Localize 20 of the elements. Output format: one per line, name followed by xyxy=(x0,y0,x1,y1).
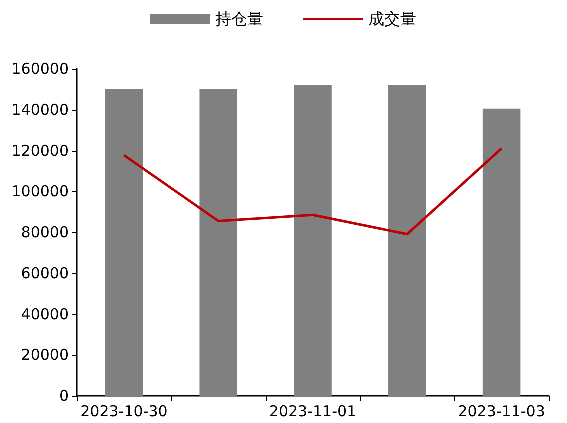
x-tick-label: 2023-11-01 xyxy=(269,402,357,420)
y-tick-label: 100000 xyxy=(12,182,69,201)
y-tick-label: 60000 xyxy=(21,264,69,282)
bar xyxy=(200,89,238,396)
legend-label: 成交量 xyxy=(368,10,416,28)
y-tick-label: 160000 xyxy=(12,60,69,78)
x-tick-label: 2023-10-30 xyxy=(80,402,168,420)
y-tick-label: 80000 xyxy=(21,224,69,242)
bar xyxy=(388,85,426,396)
line-series xyxy=(122,147,504,236)
y-tick-label: 40000 xyxy=(21,305,69,324)
y-tick-label: 140000 xyxy=(12,100,69,119)
legend-label: 持仓量 xyxy=(216,10,264,28)
x-tick-label: 2023-11-03 xyxy=(458,402,546,420)
bar xyxy=(482,108,521,396)
y-tick-label: 0 xyxy=(59,387,69,405)
y-tick-label: 20000 xyxy=(21,346,69,364)
bar xyxy=(105,89,144,396)
bar xyxy=(294,85,332,396)
y-tick-label: 120000 xyxy=(12,142,69,160)
